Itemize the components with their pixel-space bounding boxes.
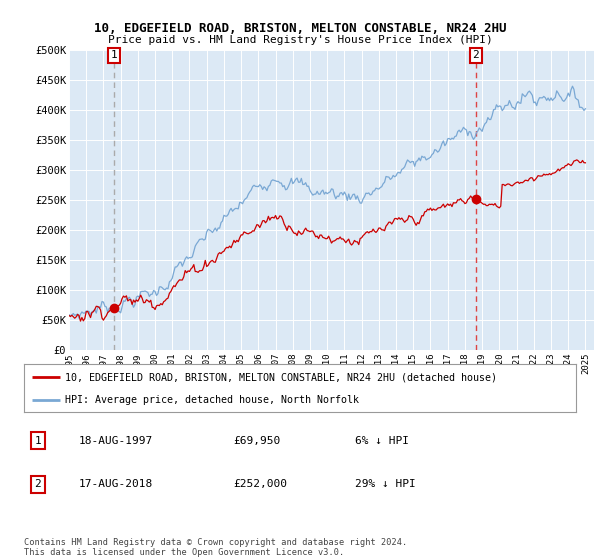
Text: 2: 2 [472,50,479,60]
Text: 10, EDGEFIELD ROAD, BRISTON, MELTON CONSTABLE, NR24 2HU (detached house): 10, EDGEFIELD ROAD, BRISTON, MELTON CONS… [65,372,497,382]
Text: 29% ↓ HPI: 29% ↓ HPI [355,479,416,489]
Text: £252,000: £252,000 [234,479,288,489]
Text: 6% ↓ HPI: 6% ↓ HPI [355,436,409,446]
Text: 18-AUG-1997: 18-AUG-1997 [79,436,154,446]
Text: Price paid vs. HM Land Registry's House Price Index (HPI): Price paid vs. HM Land Registry's House … [107,35,493,45]
Text: 1: 1 [111,50,118,60]
Text: 2: 2 [34,479,41,489]
Text: 17-AUG-2018: 17-AUG-2018 [79,479,154,489]
Text: HPI: Average price, detached house, North Norfolk: HPI: Average price, detached house, Nort… [65,395,359,405]
Text: 1: 1 [34,436,41,446]
Text: 10, EDGEFIELD ROAD, BRISTON, MELTON CONSTABLE, NR24 2HU: 10, EDGEFIELD ROAD, BRISTON, MELTON CONS… [94,22,506,35]
Text: Contains HM Land Registry data © Crown copyright and database right 2024.
This d: Contains HM Land Registry data © Crown c… [24,538,407,557]
Text: £69,950: £69,950 [234,436,281,446]
